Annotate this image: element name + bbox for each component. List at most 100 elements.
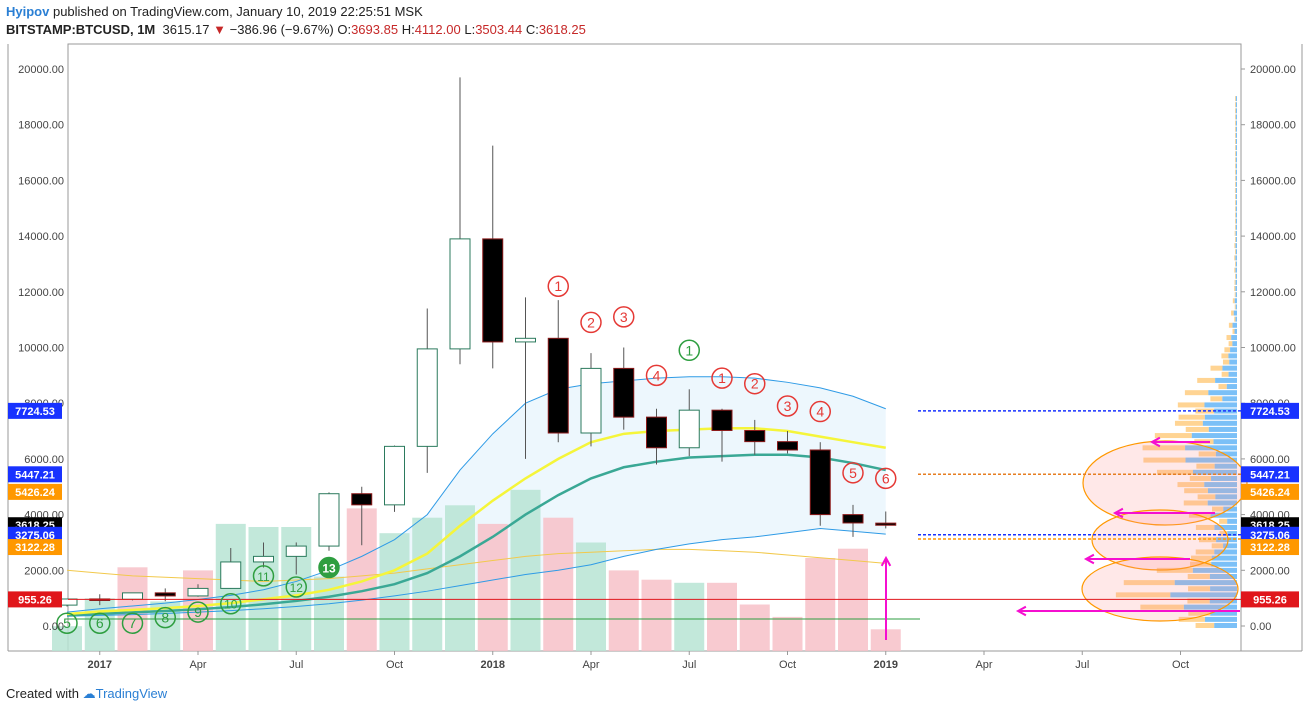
marker-label: 6	[96, 615, 104, 631]
price-label: 3122.28	[1250, 542, 1290, 554]
volume-profile-bar	[1235, 200, 1237, 206]
volume-profile-bar	[1235, 132, 1237, 138]
arrow-icon	[1149, 436, 1210, 448]
marker-circle	[645, 364, 668, 387]
volume-profile-bar	[1234, 298, 1237, 304]
tradingview-logo-icon[interactable]: ☁	[82, 686, 96, 701]
candle	[744, 419, 766, 455]
volume-profile-bar	[1235, 230, 1237, 236]
volume-profile-bar	[1221, 371, 1229, 377]
x-tick-label: Apr	[189, 659, 206, 671]
tradingview-brand[interactable]: TradingView	[95, 686, 168, 701]
candle-body	[547, 337, 569, 434]
publish-info: Hyipov published on TradingView.com, Jan…	[6, 4, 423, 19]
marker-7: 7	[121, 612, 144, 634]
y-tick-right: 16000.00	[1250, 175, 1296, 187]
volume-profile-bar	[1188, 586, 1211, 592]
volume-profile-bar	[1223, 543, 1237, 549]
candle	[613, 347, 635, 430]
volume-profile-bar	[1233, 310, 1237, 316]
candle-body	[613, 367, 635, 418]
volume-profile-bar	[1227, 518, 1237, 524]
volume-profile-bar	[1235, 267, 1237, 273]
volume-profile-bar	[1234, 304, 1236, 310]
volume-profile-bar	[1231, 310, 1234, 316]
volume-profile-bar	[1235, 212, 1236, 218]
marker-6: 6	[875, 467, 897, 490]
volume-profile-bar	[1235, 236, 1236, 242]
volume-profile-bar	[1192, 469, 1237, 475]
candle-body	[449, 238, 471, 350]
price-label: 5447.21	[1250, 469, 1290, 481]
volume-profile-bar	[1184, 488, 1208, 494]
author-name[interactable]: Hyipov	[6, 4, 50, 19]
y-tick-left: 16000.00	[18, 175, 64, 187]
volume-profile-bar	[1235, 261, 1237, 267]
volume-profile-bar	[1185, 457, 1237, 463]
marker-2: 2	[580, 311, 602, 334]
volume-profile-bar	[1211, 561, 1237, 567]
price-label: 3275.06	[15, 530, 55, 542]
marker-circle	[875, 467, 897, 490]
candle-body	[384, 445, 405, 506]
marker-circle	[613, 306, 635, 328]
volume-bar	[608, 570, 639, 651]
candle	[875, 511, 897, 529]
marker-1: 1	[711, 367, 733, 389]
high-value: 4112.00	[414, 22, 461, 37]
marker-circle	[776, 395, 799, 417]
price-label-box	[8, 483, 62, 500]
volume-bar	[543, 517, 574, 651]
volume-profile-bar	[1235, 194, 1237, 200]
volume-profile-bar	[1219, 518, 1228, 524]
volume-profile-bar	[1226, 335, 1232, 341]
volume-profile-bar	[1235, 132, 1236, 138]
volume-profile-bar	[1222, 396, 1237, 402]
volume-profile-bar	[1222, 365, 1237, 371]
candle	[842, 504, 864, 537]
volume-profile-bar	[1235, 145, 1237, 151]
y-tick-right: 18000.00	[1250, 120, 1296, 132]
candle	[449, 77, 471, 365]
marker-circle	[842, 462, 864, 484]
candle-body	[122, 592, 143, 600]
volume-profile-bar	[1227, 531, 1237, 537]
marker-circle	[121, 612, 144, 634]
volume-profile-bar	[1154, 433, 1192, 439]
volume-profile-bar	[1202, 420, 1237, 426]
volume-profile-bar	[1211, 475, 1237, 481]
marker-label: 7	[129, 615, 137, 631]
down-triangle-icon: ▼	[213, 22, 226, 37]
ema-slow-line	[66, 453, 887, 617]
y-tick-left: 10000.00	[18, 343, 64, 355]
volume-profile-bar	[1204, 616, 1237, 622]
volume-profile-bar	[1235, 304, 1237, 310]
y-tick-left: 12000.00	[18, 287, 64, 299]
candle	[809, 442, 831, 526]
price-label: 955.26	[18, 594, 52, 606]
ohlc-legend: BITSTAMP:BTCUSD, 1M 3615.17 ▼ −386.96 (−…	[6, 22, 586, 37]
marker-11: 11	[252, 565, 275, 587]
volume-profile-bar	[1235, 169, 1236, 175]
volume-profile-bar	[1235, 108, 1236, 114]
marker-circle	[252, 565, 275, 587]
arrow-head	[880, 555, 892, 567]
volume-profile-bar	[1170, 592, 1237, 598]
volume-profile-bar	[1235, 273, 1236, 279]
volume-profile-bar	[1188, 610, 1211, 616]
volume-bar	[674, 582, 705, 651]
marker-12: 12	[285, 576, 307, 598]
volume-profile-bar	[1228, 322, 1233, 328]
arrow-head	[1112, 507, 1124, 519]
volume-profile-bar	[1204, 482, 1237, 488]
marker-label: 1	[554, 278, 562, 294]
volume-profile-bar	[1123, 580, 1175, 586]
volume-profile-bar	[1234, 230, 1236, 236]
candle	[547, 300, 569, 443]
price-label: 7724.53	[1250, 406, 1290, 418]
marker-label: 1	[685, 342, 693, 358]
volume-profile-bar	[1235, 181, 1236, 187]
volume-profile-bar	[1222, 359, 1230, 365]
low-label: L:	[464, 22, 476, 37]
